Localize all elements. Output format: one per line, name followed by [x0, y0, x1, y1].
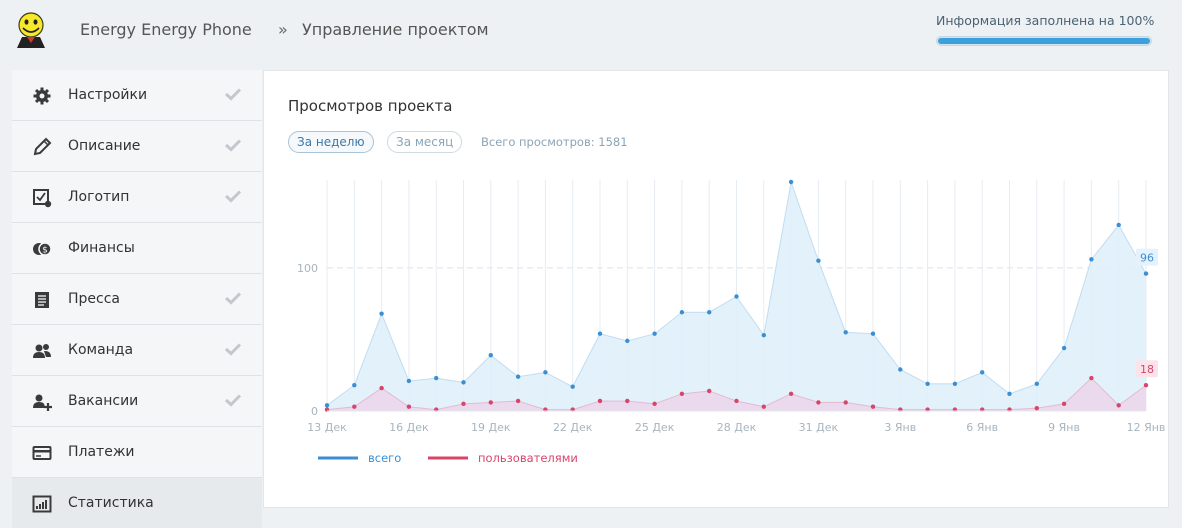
- team-icon: [33, 344, 51, 358]
- check-icon: [224, 343, 242, 356]
- sidebar-item-label: Пресса: [68, 291, 121, 307]
- app-name[interactable]: Energy Energy Phone: [80, 20, 252, 39]
- stats-panel: Просмотров проекта За неделю За месяц Вс…: [263, 70, 1169, 508]
- sidebar: Настройки Описание Логотип $ Финансы: [12, 70, 262, 528]
- progress-bar: [936, 36, 1152, 46]
- total-views: Всего просмотров: 1581: [481, 135, 628, 149]
- header: Energy Energy Phone » Управление проекто…: [0, 0, 1182, 62]
- sidebar-item-settings[interactable]: Настройки: [12, 70, 262, 121]
- progress-label: Информация заполнена на 100%: [936, 13, 1155, 28]
- sidebar-item-logo[interactable]: Логотип: [12, 172, 262, 223]
- breadcrumb-separator: »: [278, 20, 288, 39]
- check-icon: [224, 88, 242, 101]
- sidebar-item-label: Вакансии: [68, 393, 139, 409]
- check-icon: [224, 139, 242, 152]
- svg-text:$: $: [42, 246, 48, 256]
- check-icon: [224, 190, 242, 203]
- gear-icon: [33, 87, 51, 105]
- breadcrumb: Управление проектом: [302, 20, 489, 39]
- logo-edit-icon: [33, 189, 52, 208]
- tab-week[interactable]: За неделю: [288, 131, 374, 153]
- add-user-icon: [33, 394, 52, 411]
- pencil-icon: [33, 137, 52, 156]
- coins-icon: $: [33, 242, 52, 256]
- sidebar-item-payments[interactable]: Платежи: [12, 427, 262, 478]
- bottom-bar: [263, 508, 1169, 528]
- tab-month[interactable]: За месяц: [387, 131, 463, 153]
- panel-title: Просмотров проекта: [288, 97, 453, 115]
- avatar[interactable]: [12, 10, 50, 48]
- sidebar-item-press[interactable]: Пресса: [12, 274, 262, 325]
- sidebar-item-label: Настройки: [68, 87, 148, 103]
- sidebar-item-label: Платежи: [68, 444, 135, 460]
- sidebar-item-vacancies[interactable]: Вакансии: [12, 376, 262, 427]
- check-icon: [224, 292, 242, 305]
- sidebar-item-label: Финансы: [68, 240, 135, 256]
- stats-icon: [32, 495, 52, 513]
- sidebar-item-label: Команда: [68, 342, 134, 358]
- sidebar-item-label: Логотип: [68, 189, 130, 205]
- sidebar-item-label: Статистика: [68, 495, 154, 511]
- card-icon: [32, 446, 52, 460]
- sidebar-item-description[interactable]: Описание: [12, 121, 262, 172]
- sidebar-item-finance[interactable]: $ Финансы: [12, 223, 262, 274]
- check-icon: [224, 394, 242, 407]
- progress-fill: [938, 38, 1150, 44]
- sidebar-item-statistics[interactable]: Статистика: [12, 478, 262, 528]
- newspaper-icon: [35, 292, 49, 308]
- sidebar-item-label: Описание: [68, 138, 141, 154]
- sidebar-item-team[interactable]: Команда: [12, 325, 262, 376]
